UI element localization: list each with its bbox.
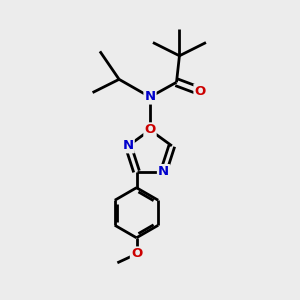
Text: O: O bbox=[131, 248, 142, 260]
Text: N: N bbox=[144, 91, 156, 103]
Text: N: N bbox=[158, 165, 169, 178]
Text: O: O bbox=[144, 124, 156, 136]
Text: N: N bbox=[123, 139, 134, 152]
Text: O: O bbox=[194, 85, 206, 98]
